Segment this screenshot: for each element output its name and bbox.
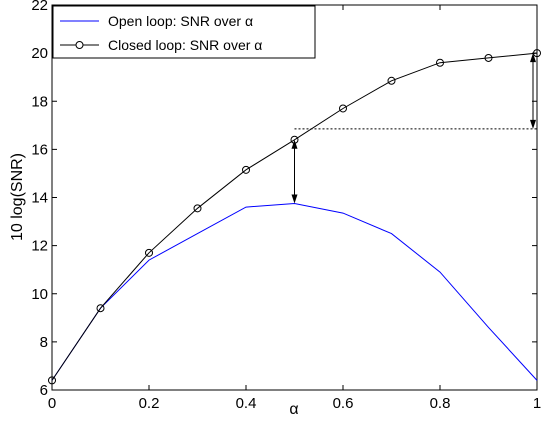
x-tick-label: 0.8 <box>430 395 451 412</box>
closed-loop-data-point <box>484 53 493 62</box>
arrow-head-up <box>291 139 298 149</box>
x-tick-label: 0 <box>48 395 56 412</box>
legend-marker-closed-loop <box>75 41 84 49</box>
x-tick-label: 0.2 <box>139 395 160 412</box>
arrow-head-down <box>291 194 298 204</box>
y-tick-label: 20 <box>31 45 48 62</box>
x-axis-title: α <box>289 401 298 418</box>
legend-label-closed-loop: Closed loop: SNR over α <box>108 37 262 53</box>
y-tick-label: 22 <box>31 0 48 14</box>
closed-loop-data-point <box>242 165 250 174</box>
legend-label-open-loop: Open loop: SNR over α <box>108 13 253 29</box>
y-tick-label: 16 <box>31 141 48 158</box>
closed-loop-data-point <box>96 304 105 313</box>
closed-loop-data-point <box>387 76 396 85</box>
y-tick-label: 14 <box>31 190 48 207</box>
annotations <box>291 53 537 204</box>
y-tick-label: 12 <box>31 238 48 255</box>
y-tick-label: 8 <box>40 334 48 351</box>
legend-box <box>52 5 316 59</box>
x-tick-label: 0.6 <box>333 395 354 412</box>
closed-loop-data-point <box>339 104 347 113</box>
y-tick-label: 10 <box>31 286 48 303</box>
y-tick-label: 6 <box>40 382 48 399</box>
legend: Open loop: SNR over α Closed loop: SNR o… <box>52 5 316 59</box>
closed-loop-data-point <box>533 49 541 58</box>
x-tick-label: 0.4 <box>236 395 257 412</box>
arrow-head-down <box>530 119 536 129</box>
y-tick-label: 18 <box>31 93 48 110</box>
y-axis-title: 10 log(SNR) <box>9 153 26 241</box>
closed-loop-data-point <box>436 58 444 67</box>
closed-loop-data-point <box>48 376 56 385</box>
x-tick-label: 1 <box>533 395 541 412</box>
arrow-head-up <box>530 53 536 63</box>
closed-loop-data-point <box>193 204 202 213</box>
closed-loop-data-point <box>145 248 153 257</box>
